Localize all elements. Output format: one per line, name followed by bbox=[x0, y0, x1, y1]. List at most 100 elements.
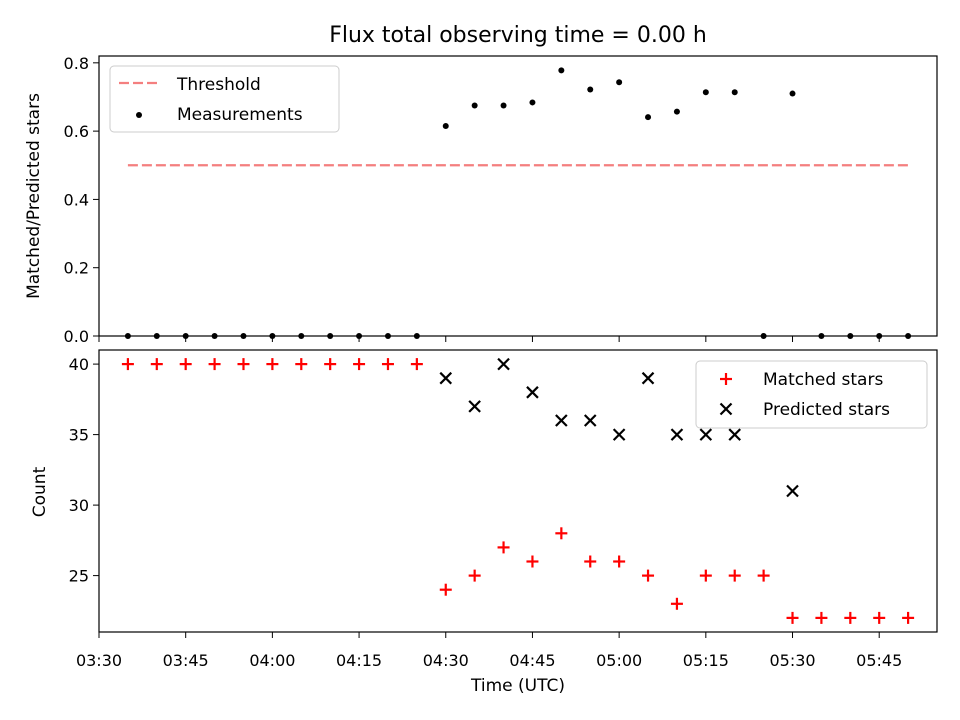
measurement-point bbox=[211, 333, 218, 339]
x-tick-label: 04:30 bbox=[423, 651, 469, 670]
matched-star-point bbox=[208, 358, 221, 371]
top-legend: Threshold Measurements bbox=[109, 65, 340, 133]
matched-star-point bbox=[497, 541, 510, 554]
matched-star-point bbox=[844, 611, 857, 624]
matched-star-point bbox=[266, 358, 279, 371]
matched-star-point bbox=[699, 569, 712, 582]
legend-predicted-label: Predicted stars bbox=[763, 400, 890, 420]
predicted-star-point bbox=[612, 428, 626, 441]
predicted-star-point bbox=[555, 414, 568, 427]
x-tick-label: 05:45 bbox=[856, 651, 902, 670]
matched-star-point bbox=[613, 555, 626, 568]
top-legend-box bbox=[109, 65, 340, 133]
matched-star-point bbox=[902, 611, 915, 624]
predicted-star-point-b bbox=[555, 414, 568, 427]
predicted-star-point bbox=[786, 484, 799, 498]
top-y-tick-label: 0.8 bbox=[64, 54, 89, 73]
measurement-point bbox=[442, 123, 449, 129]
measurement-point bbox=[818, 333, 825, 339]
predicted-star-point-b bbox=[728, 428, 742, 441]
matched-star-point bbox=[324, 358, 337, 371]
measurement-point bbox=[413, 333, 420, 339]
predicted-star-point bbox=[497, 357, 510, 371]
measurement-point bbox=[298, 333, 305, 339]
matched-star-point bbox=[584, 555, 597, 568]
predicted-star-point bbox=[699, 428, 713, 441]
bottom-legend-box bbox=[695, 360, 928, 429]
matched-star-point bbox=[786, 611, 799, 624]
x-tick-label: 04:00 bbox=[249, 651, 295, 670]
x-tick-label: 05:15 bbox=[683, 651, 729, 670]
measurement-point bbox=[500, 102, 507, 109]
measurement-point bbox=[702, 89, 709, 96]
x-tick-label: 04:45 bbox=[509, 651, 555, 670]
top-y-tick-label: 0.2 bbox=[64, 259, 89, 278]
legend-predicted-swatch-b bbox=[719, 402, 733, 416]
predicted-star-point bbox=[670, 428, 684, 441]
measurement-point bbox=[905, 333, 912, 339]
matched-star-point bbox=[179, 358, 192, 371]
bottom-y-tick-label: 35 bbox=[69, 426, 89, 445]
predicted-star-point bbox=[468, 400, 481, 413]
legend-matched-swatch bbox=[720, 373, 732, 385]
top-plot-frame bbox=[98, 55, 938, 337]
matched-star-point bbox=[873, 611, 886, 624]
measurement-point bbox=[645, 114, 652, 121]
matched-star-point bbox=[815, 611, 828, 624]
measurement-point bbox=[153, 333, 160, 339]
measurement-point bbox=[471, 102, 478, 109]
measurement-point bbox=[182, 333, 189, 339]
bottom-plot-frame bbox=[98, 349, 938, 633]
x-tick-label: 03:45 bbox=[163, 651, 209, 670]
measurement-point bbox=[847, 333, 854, 339]
top-y-tick-label: 0.0 bbox=[64, 327, 89, 346]
measurement-point bbox=[124, 333, 131, 339]
bottom-legend: Matched stars Predicted stars bbox=[695, 360, 928, 429]
predicted-star-point-b bbox=[526, 386, 539, 399]
chart-title: Flux total observing time = 0.00 h bbox=[329, 23, 707, 48]
measurement-point bbox=[789, 90, 796, 97]
measurement-point bbox=[760, 333, 767, 339]
measurement-point bbox=[356, 333, 363, 339]
matched-star-point bbox=[353, 358, 366, 371]
matched-star-point bbox=[468, 569, 481, 582]
bottom-y-tick-label: 30 bbox=[69, 496, 89, 515]
legend-measurements-label: Measurements bbox=[177, 105, 303, 125]
legend-measurements-swatch bbox=[136, 112, 142, 118]
matched-star-point bbox=[757, 569, 770, 582]
matched-star-point bbox=[150, 358, 163, 371]
bottom-y-tick-label: 25 bbox=[69, 567, 89, 586]
legend-matched-label: Matched stars bbox=[763, 370, 883, 390]
predicted-star-point-b bbox=[699, 428, 713, 441]
matched-star-point bbox=[237, 358, 250, 371]
matched-star-point bbox=[381, 358, 394, 371]
x-tick-label: 05:30 bbox=[769, 651, 815, 670]
matched-star-point bbox=[439, 583, 452, 596]
bottom-y-axis-label: Count bbox=[30, 466, 50, 517]
top-y-tick-label: 0.4 bbox=[64, 190, 89, 209]
legend-predicted-swatch bbox=[719, 402, 733, 416]
measurement-point bbox=[731, 89, 738, 96]
matched-star-point bbox=[295, 358, 308, 371]
predicted-star-point-b bbox=[439, 371, 453, 385]
matched-star-point bbox=[642, 569, 655, 582]
top-y-axis-label: Matched/Predicted stars bbox=[24, 93, 44, 299]
measurement-point bbox=[384, 333, 391, 339]
top-y-tick-label: 0.6 bbox=[64, 122, 89, 141]
legend-threshold-label: Threshold bbox=[176, 75, 261, 95]
bottom-panel: 25 30 35 40 03:30 03:45 04:00 04:15 04:30 04:45 05… bbox=[69, 349, 938, 670]
x-tick-label: 03:30 bbox=[76, 651, 122, 670]
measurement-point bbox=[269, 333, 276, 339]
x-tick-label: 04:15 bbox=[336, 651, 382, 670]
matched-star-point bbox=[555, 527, 568, 540]
x-axis-label: Time (UTC) bbox=[470, 676, 565, 696]
predicted-star-point-b bbox=[468, 400, 481, 413]
measurement-point bbox=[876, 333, 883, 339]
predicted-star-point-b bbox=[497, 357, 510, 371]
top-panel: 0.0 0.2 0.4 0.6 0.8 Threshold Measurements bbox=[64, 54, 938, 346]
predicted-star-point bbox=[439, 371, 453, 385]
matched-star-point bbox=[410, 358, 423, 371]
measurement-point bbox=[240, 333, 247, 339]
predicted-star-point bbox=[583, 414, 597, 427]
